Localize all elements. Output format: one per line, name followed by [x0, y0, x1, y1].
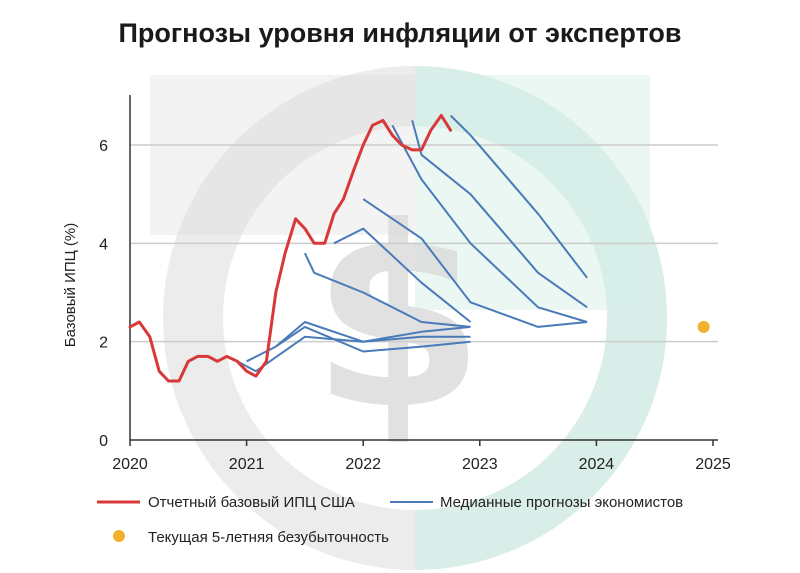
legend-breakeven-swatch [113, 530, 125, 542]
x-tick-label: 2022 [345, 456, 381, 473]
forecast-series-line [391, 124, 588, 323]
forecast-series-line [449, 114, 588, 279]
forecast-series-line [303, 252, 471, 328]
forecast-series-line [362, 198, 588, 328]
y-tick-label: 4 [99, 236, 108, 253]
legend-forecast-label: Медианные прогнозы экономистов [440, 494, 683, 511]
forecast-series-line [246, 325, 471, 363]
watermark-square-gray [150, 75, 415, 235]
actual-series-line [128, 114, 453, 383]
x-tick-label: 2020 [112, 456, 148, 473]
forecast-series-line [411, 120, 588, 309]
y-axis-label: Базовый ИПЦ (%) [62, 223, 79, 348]
forecast-series-group [236, 114, 588, 373]
forecast-series-line [333, 227, 472, 323]
breakeven-group [697, 320, 710, 333]
x-tick-label: 2021 [229, 456, 265, 473]
y-tick-label: 0 [99, 433, 108, 450]
axes: 0 2 4 6 2020 2021 2022 2023 2024 2025 [99, 95, 731, 473]
legend-actual-label: Отчетный базовый ИПЦ США [148, 494, 355, 511]
y-tick-label: 6 [99, 138, 108, 155]
watermark-dollar-glyph: $ [311, 173, 485, 464]
y-tick-label: 2 [99, 335, 108, 352]
chart-title: Прогнозы уровня инфляции от экспертов [118, 18, 682, 48]
x-tick-label: 2025 [695, 456, 731, 473]
watermark-square-teal [415, 75, 650, 310]
legend: Отчетный базовый ИПЦ США Медианные прогн… [97, 494, 683, 546]
breakeven-point [697, 320, 710, 333]
actual-series-group [128, 114, 453, 383]
x-tick-label: 2023 [462, 456, 498, 473]
forecast-series-line [275, 321, 471, 348]
x-tick-label: 2024 [579, 456, 615, 473]
legend-breakeven-label: Текущая 5-летняя безубыточность [148, 529, 389, 546]
